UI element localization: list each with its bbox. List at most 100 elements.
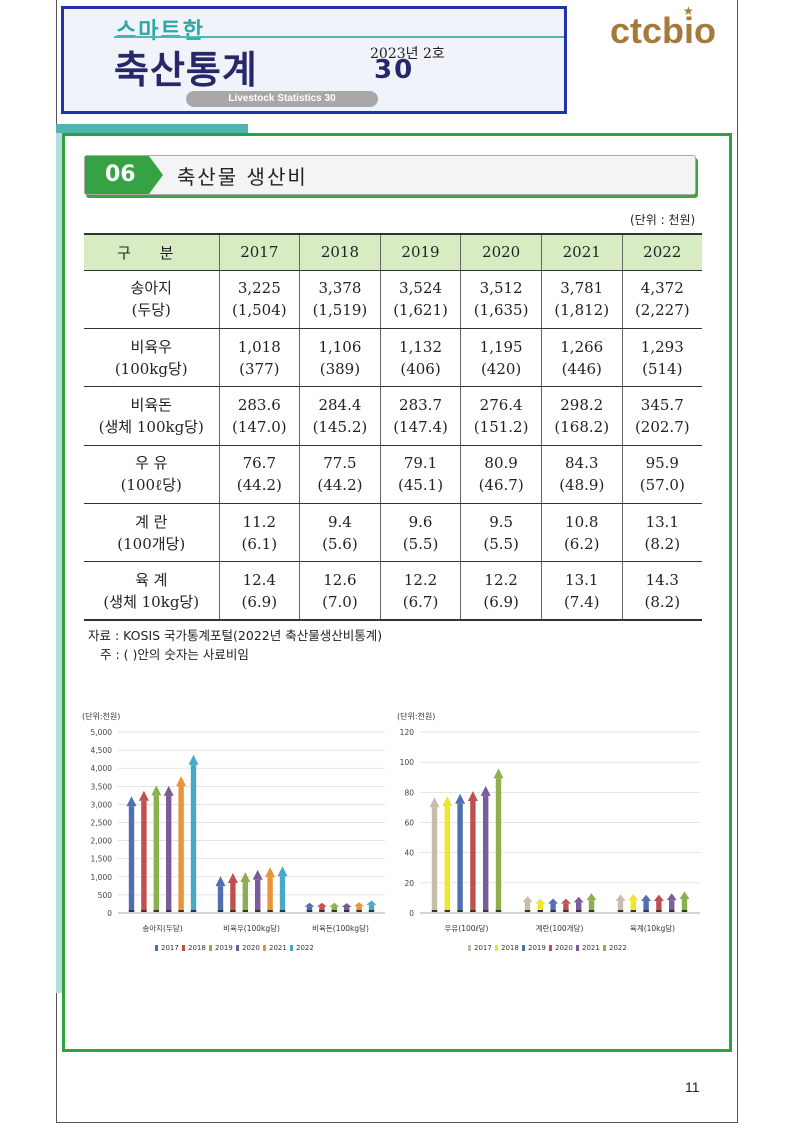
bar-arrowhead xyxy=(442,796,453,807)
bar-base xyxy=(344,910,350,912)
header-number: 30 xyxy=(374,55,415,85)
feed-cost-value: (514) xyxy=(642,359,683,378)
value-cell: 1,018 (377) xyxy=(218,328,300,388)
row-label: 육 계 xyxy=(135,570,168,589)
bar-base xyxy=(431,910,438,912)
value-cell: 1,293 (514) xyxy=(621,328,702,388)
bar-arrowhead xyxy=(560,898,571,904)
bar xyxy=(178,786,184,912)
bar-base xyxy=(495,910,502,912)
bar-base xyxy=(217,910,224,912)
row-label: 비육돈 xyxy=(130,395,172,414)
bar-base xyxy=(470,910,476,912)
feed-cost-value: (6.1) xyxy=(241,534,278,553)
feed-cost-value: (1,812) xyxy=(554,301,610,320)
total-cost-value: 1,018 xyxy=(237,337,281,356)
bar-arrowhead xyxy=(366,900,377,905)
value-cell: 79.1 (45.1) xyxy=(379,445,461,505)
bar xyxy=(306,906,313,912)
bar-base xyxy=(166,910,172,912)
feed-cost-value: (7.0) xyxy=(322,592,358,611)
bar-base xyxy=(483,910,489,912)
y-tick-label: 0 xyxy=(409,909,414,918)
bar-arrowhead xyxy=(151,785,162,796)
bar-base xyxy=(457,910,463,912)
company-logo: ctcbio xyxy=(610,10,717,51)
legend-label: 2019 xyxy=(215,944,233,952)
bar-base xyxy=(537,910,543,912)
total-cost-value: 3,512 xyxy=(479,279,523,298)
total-cost-value: 1,195 xyxy=(479,337,523,356)
value-cell: 77.5 (44.2) xyxy=(299,445,381,505)
value-cell: 10.8 (6.2) xyxy=(540,503,623,563)
bar xyxy=(457,803,463,912)
total-cost-value: 4,372 xyxy=(640,279,684,298)
header-divider xyxy=(114,36,564,38)
bar xyxy=(681,898,688,912)
legend-swatch xyxy=(155,945,158,951)
value-cell: 9.6 (5.5) xyxy=(379,503,461,563)
total-cost-value: 11.2 xyxy=(242,512,276,531)
value-cell: 276.4 (151.2) xyxy=(460,386,542,446)
total-cost-value: 3,524 xyxy=(399,279,442,298)
header-issue: 2023년 2호 xyxy=(370,46,445,62)
legend-swatch xyxy=(468,945,471,951)
value-cell: 3,781 (1,812) xyxy=(540,270,623,329)
legend-label: 2019 xyxy=(528,944,546,952)
value-cell: 3,512 (1,635) xyxy=(460,270,542,329)
feed-cost-value: (8.2) xyxy=(644,592,681,611)
legend-label: 2017 xyxy=(474,944,492,952)
y-tick-label: 40 xyxy=(404,849,414,858)
feed-cost-value: (48.9) xyxy=(559,476,605,495)
unit-label: (단위 : 천원) xyxy=(630,213,696,227)
legend-label: 2017 xyxy=(161,944,179,952)
feed-cost-value: (44.2) xyxy=(236,476,282,495)
bar xyxy=(166,795,172,912)
value-cell: 284.4 (145.2) xyxy=(299,386,381,446)
bar-arrowhead xyxy=(615,894,626,901)
bar-arrowhead xyxy=(138,790,149,801)
feed-cost-value: (446) xyxy=(561,359,602,378)
section-title: 축산물 생산비 xyxy=(177,165,308,189)
feed-cost-value: (5.5) xyxy=(483,534,519,553)
total-cost-value: 84.3 xyxy=(565,454,599,473)
row-label: 계 란 xyxy=(135,512,168,531)
bar xyxy=(279,876,286,912)
value-cell: 84.3 (48.9) xyxy=(540,445,623,505)
bar-base xyxy=(617,910,624,912)
y-tick-label: 5,000 xyxy=(91,728,113,737)
bar xyxy=(563,903,569,912)
feed-cost-value: (1,621) xyxy=(393,301,448,320)
year-header: 2020 xyxy=(460,233,542,271)
total-cost-value: 298.2 xyxy=(560,395,604,414)
feed-cost-value: (5.6) xyxy=(322,534,358,553)
bar xyxy=(550,903,556,912)
year-header: 2018 xyxy=(299,233,381,271)
row-label-cell: 비육돈 (생체 100kg당) xyxy=(84,386,219,446)
row-unit: (100kg당) xyxy=(114,359,188,378)
row-unit: (100ℓ당) xyxy=(120,476,182,495)
total-cost-value: 80.9 xyxy=(484,454,518,473)
legend-label: 2018 xyxy=(188,944,206,952)
table-header-row: 구 분 2017 2018 2019 2020 2021 2022 xyxy=(84,233,702,271)
year-header: 2019 xyxy=(379,233,461,271)
legend-swatch xyxy=(236,945,239,951)
row-unit: (두당) xyxy=(131,301,171,320)
value-cell: 345.7 (202.7) xyxy=(621,386,702,446)
bar xyxy=(255,879,261,912)
bar-chart-milk-egg-broiler: (단위:천원) 0 20 40 60 80 100 120 우유(100ℓ당) 계란(100개당)… xyxy=(397,711,700,952)
header-small-title: 스마트한 xyxy=(116,19,205,44)
feed-cost-value: (389) xyxy=(319,359,361,378)
row-label-cell: 계 란 (100개당) xyxy=(84,503,219,563)
legend-swatch xyxy=(263,945,266,951)
x-category-label: 육계(10kg당) xyxy=(630,923,675,933)
accent-bar xyxy=(56,124,248,133)
total-cost-value: 1,293 xyxy=(640,337,684,356)
feed-cost-value: (145.2) xyxy=(312,417,368,436)
accent-side xyxy=(56,133,62,993)
total-cost-value: 12.4 xyxy=(242,570,276,589)
row-unit: (100개당) xyxy=(117,534,186,553)
bar-arrowhead xyxy=(341,902,352,907)
bar-arrowhead xyxy=(480,785,491,796)
row-label-cell: 비육우 (100kg당) xyxy=(84,328,219,388)
